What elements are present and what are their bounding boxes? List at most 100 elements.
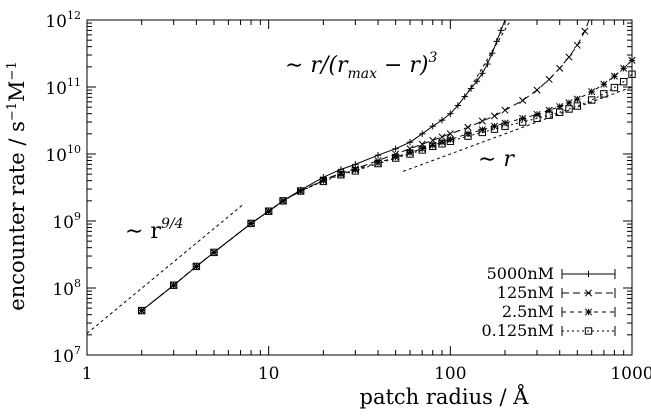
data-point [337,171,345,179]
data-point [581,27,589,35]
legend-marker [585,270,592,278]
data-point [210,248,218,257]
reference-line [464,19,512,98]
marker-stroke [556,64,564,72]
marker-stroke [264,207,273,215]
annotation-r-9-4: ∼ r9/4 [125,216,183,244]
marker-stroke [464,123,472,131]
data-point [464,132,472,140]
data-point [565,53,573,61]
data-point [454,102,462,109]
data-point [545,75,553,83]
marker-stroke [279,197,287,205]
marker-stroke [565,53,573,61]
marker-stroke [464,130,472,138]
data-point [533,110,541,118]
marker-stroke [533,86,541,94]
marker-stroke [573,95,581,103]
data-point [573,95,581,103]
marker-stroke [581,27,589,35]
data-point [352,161,359,168]
data-point [556,64,564,72]
marker-stroke [137,306,146,315]
data-point [473,78,481,85]
legend-label: 2.5nM [502,302,554,321]
marker-stroke [446,135,454,143]
data-point [429,142,437,151]
data-point [464,130,472,138]
data-point [573,102,582,110]
data-point [169,281,178,289]
y-tick-label: 1012 [45,9,81,32]
data-point [264,207,273,215]
data-point [479,70,486,77]
data-point [556,108,564,116]
data-point [610,72,618,80]
data-point [533,114,541,123]
marker-stroke [478,117,486,125]
marker-stroke [565,99,573,107]
data-point [518,118,527,126]
marker-stroke [519,96,527,104]
marker-stroke [518,118,527,126]
data-point [296,187,305,195]
marker-stroke [297,187,305,195]
data-point [619,77,628,86]
data-point [493,38,500,45]
y-axis-title-mid: M [5,80,29,102]
marker-stroke [478,128,487,137]
data-point [392,145,399,152]
marker-stroke [192,262,201,271]
data-point [374,159,382,168]
data-point [488,49,496,57]
y-tick-label: 109 [52,210,81,233]
marker-stroke [533,110,541,118]
marker-stroke [573,41,581,49]
annotation-r-rmax-prefix: ∼ r/(r [285,53,349,78]
legend-label: 5000nM [487,264,554,283]
x-tick-label: 10 [258,364,280,384]
x-tick-label: 1000 [610,364,651,384]
data-point [565,105,573,113]
data-point [545,111,553,119]
marker-stroke [501,106,509,114]
annotation-r-rmax-exp: 3 [429,50,438,66]
data-point [446,137,455,145]
y-tick-label: 108 [52,277,81,300]
marker-stroke [446,130,454,138]
marker-stroke [406,150,414,158]
marker-stroke [620,64,628,72]
marker-stroke [490,112,499,120]
marker-stroke [619,77,628,86]
y-tick-label: 107 [52,344,81,367]
marker-stroke [610,83,619,92]
y-axis-title-sup2: −1 [5,61,20,80]
data-point [247,219,255,228]
y-axis-title-main: encounter rate / s [5,121,29,311]
data-point [279,197,287,205]
annotation-r-9-4-exp: 9/4 [161,216,184,232]
marker-stroke [438,133,446,141]
annotation-r-rmax-sub: max [347,66,377,82]
data-point [533,86,541,94]
marker-stroke [501,122,509,130]
marker-stroke [374,159,382,168]
legend-label: 0.125nM [482,321,555,340]
series-layer [137,19,636,315]
series-line [141,59,633,311]
axis-ticks: 1 10 100 1000 107 108 109 1010 1011 1012 [45,9,651,384]
data-point [438,133,446,141]
marker-stroke [418,146,426,154]
data-point [438,116,446,124]
data-point [501,122,509,130]
marker-stroke [584,289,593,297]
marker-stroke [600,80,608,88]
y-tick-label: 1011 [45,76,81,99]
data-point [418,130,426,138]
annotation-r-rmax: ∼ r/(rmax − r)3 [285,50,438,82]
marker-stroke [464,132,472,140]
data-point [467,85,475,92]
reference-line [86,203,245,334]
